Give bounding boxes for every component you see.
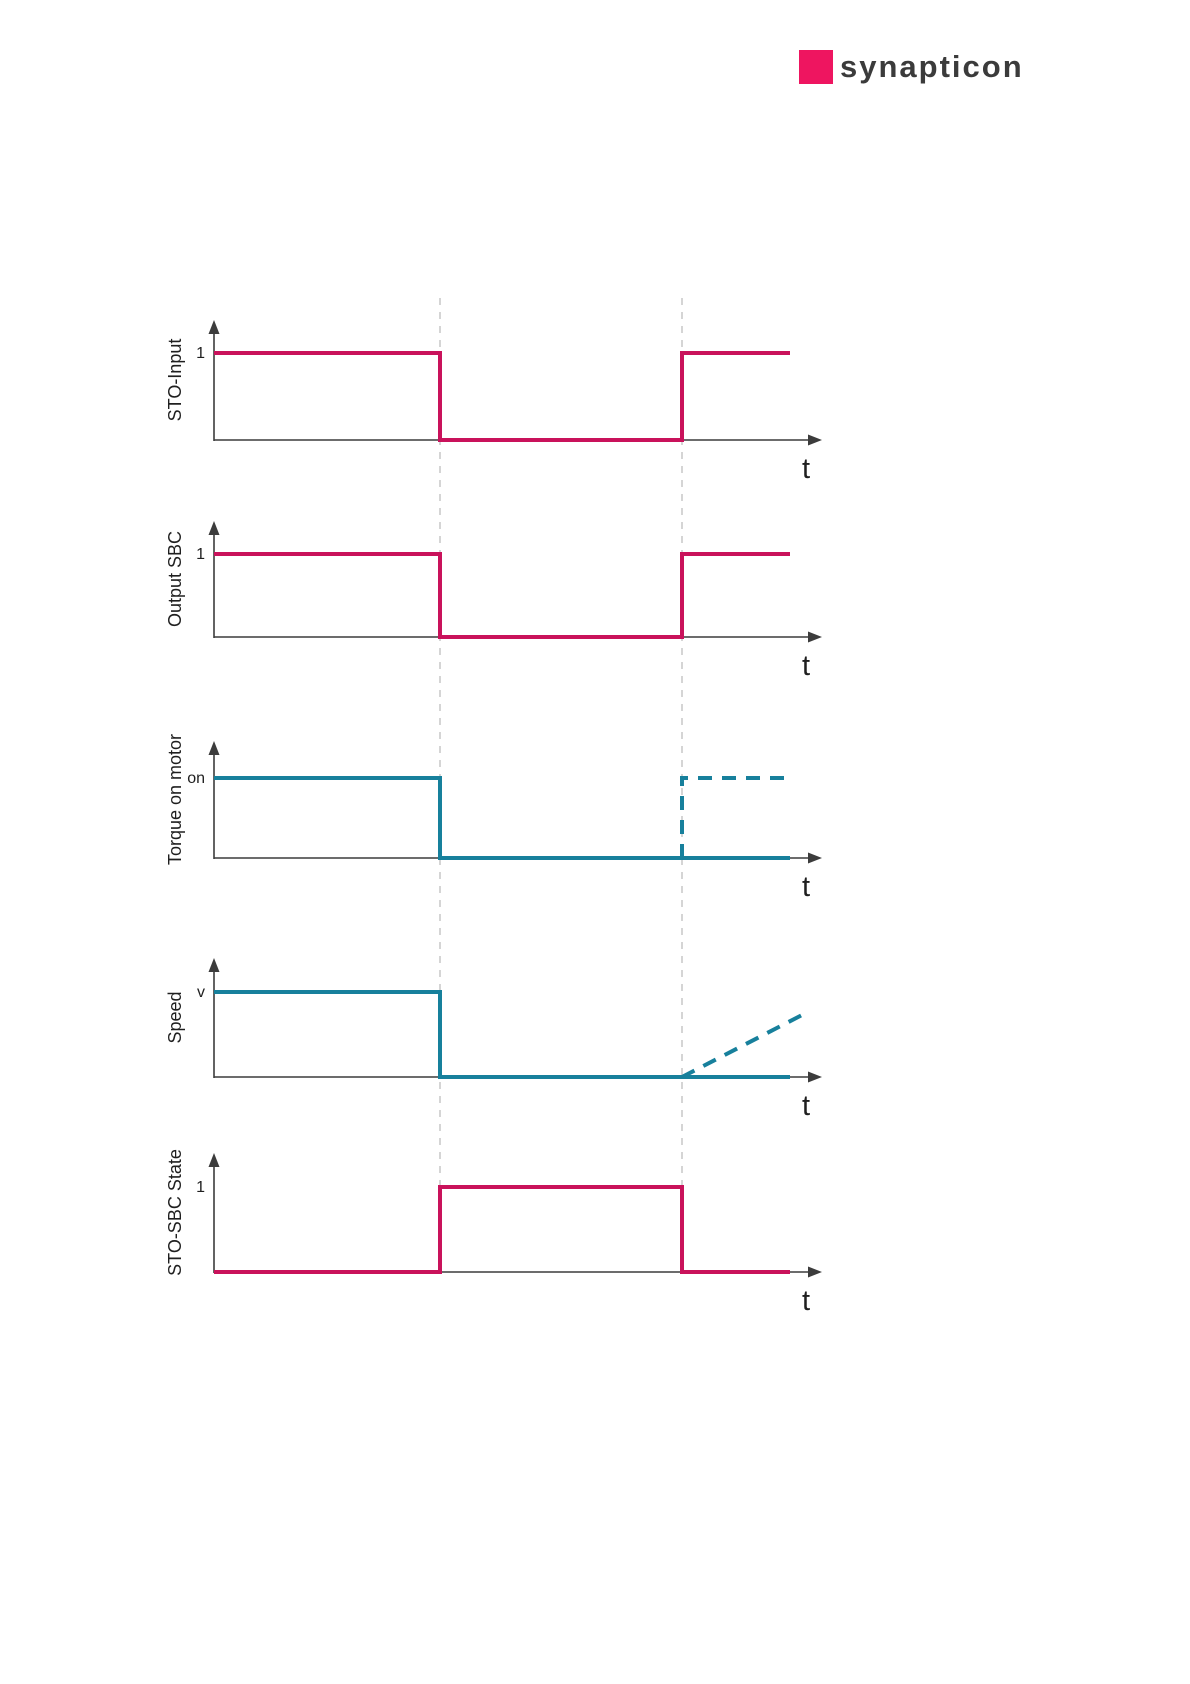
signal-line-solid [214,351,790,442]
time-axis-label: t [802,1090,810,1122]
level-label: 1 [196,546,205,563]
y-axis-label: STO-Input [165,339,185,422]
signal-line-dashed [680,776,790,858]
level-label: 1 [196,1179,205,1196]
level-label: v [197,984,205,1001]
x-axis-arrow-icon [808,1266,822,1278]
y-axis-arrow-icon [208,958,220,972]
y-axis-label: Speed [165,991,185,1043]
signal-line-solid [214,1185,790,1274]
y-axis-arrow-icon [208,1153,220,1167]
y-axis-label: STO-SBC State [165,1149,185,1276]
signal-line-solid [214,552,790,639]
time-axis-label: t [802,453,810,485]
y-axis-arrow-icon [208,320,220,334]
synapticon-logo: synapticon [799,50,1024,84]
y-axis-label: Output SBC [165,531,185,627]
level-label: on [187,770,205,787]
x-axis-arrow-icon [808,434,822,446]
time-axis-label: t [802,871,810,903]
signal-line-dashed [681,1012,805,1079]
signal-line-solid [214,776,790,860]
x-axis-arrow-icon [808,631,822,643]
y-axis-arrow-icon [208,741,220,755]
logo-wordmark: synapticon [840,49,1024,84]
time-axis-label: t [802,650,810,682]
logo-square-icon [799,50,833,84]
y-axis-arrow-icon [208,521,220,535]
x-axis-arrow-icon [808,1071,822,1083]
signal-line-solid [214,990,790,1079]
y-axis-label: Torque on motor [165,734,185,865]
x-axis-arrow-icon [808,852,822,864]
level-label: 1 [196,345,205,362]
time-axis-label: t [802,1285,810,1317]
